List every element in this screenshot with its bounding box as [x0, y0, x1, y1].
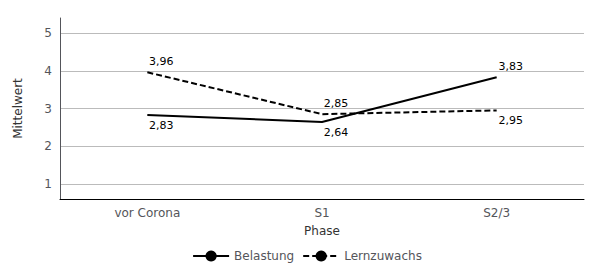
svg-text:Mittelwert: Mittelwert — [11, 78, 25, 139]
svg-text:2,85: 2,85 — [324, 97, 349, 110]
svg-text:S2/3: S2/3 — [483, 206, 510, 220]
svg-text:vor Corona: vor Corona — [114, 206, 180, 220]
svg-text:5: 5 — [44, 26, 52, 40]
svg-text:2,95: 2,95 — [498, 114, 523, 127]
svg-text:Belastung: Belastung — [234, 249, 294, 263]
svg-text:3,83: 3,83 — [498, 60, 523, 73]
svg-text:S1: S1 — [314, 206, 329, 220]
svg-text:4: 4 — [44, 64, 52, 78]
svg-text:2,64: 2,64 — [324, 126, 349, 139]
svg-text:3: 3 — [44, 102, 52, 116]
svg-text:1: 1 — [44, 177, 52, 191]
svg-text:2,83: 2,83 — [149, 119, 174, 132]
svg-text:2: 2 — [44, 139, 52, 153]
svg-text:Phase: Phase — [304, 224, 340, 238]
svg-text:3,96: 3,96 — [149, 55, 174, 68]
svg-text:Lernzuwachs: Lernzuwachs — [344, 249, 422, 263]
